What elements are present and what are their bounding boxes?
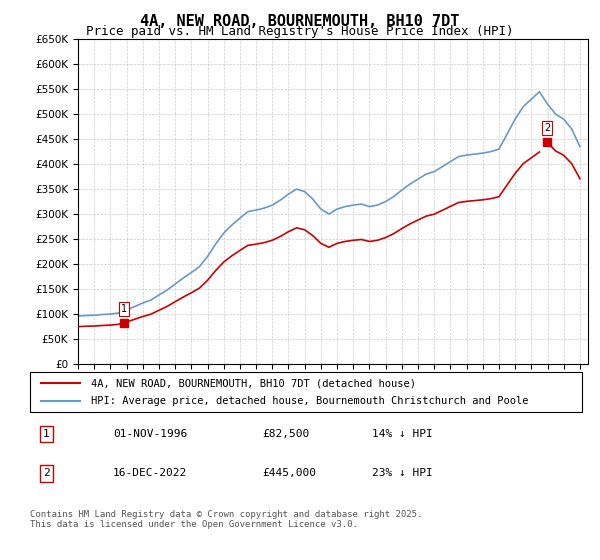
Text: £82,500: £82,500 bbox=[262, 429, 309, 439]
Text: 01-NOV-1996: 01-NOV-1996 bbox=[113, 429, 187, 439]
Text: 4A, NEW ROAD, BOURNEMOUTH, BH10 7DT: 4A, NEW ROAD, BOURNEMOUTH, BH10 7DT bbox=[140, 14, 460, 29]
Text: 23% ↓ HPI: 23% ↓ HPI bbox=[372, 468, 433, 478]
Text: 1: 1 bbox=[121, 304, 127, 314]
Text: 14% ↓ HPI: 14% ↓ HPI bbox=[372, 429, 433, 439]
Text: 4A, NEW ROAD, BOURNEMOUTH, BH10 7DT (detached house): 4A, NEW ROAD, BOURNEMOUTH, BH10 7DT (det… bbox=[91, 379, 416, 389]
Text: £445,000: £445,000 bbox=[262, 468, 316, 478]
Text: Price paid vs. HM Land Registry's House Price Index (HPI): Price paid vs. HM Land Registry's House … bbox=[86, 25, 514, 38]
Text: 2: 2 bbox=[43, 468, 50, 478]
Text: 1: 1 bbox=[43, 429, 50, 439]
Text: 16-DEC-2022: 16-DEC-2022 bbox=[113, 468, 187, 478]
Text: 2: 2 bbox=[544, 123, 550, 133]
Text: Contains HM Land Registry data © Crown copyright and database right 2025.
This d: Contains HM Land Registry data © Crown c… bbox=[30, 510, 422, 529]
FancyBboxPatch shape bbox=[30, 372, 582, 412]
Text: HPI: Average price, detached house, Bournemouth Christchurch and Poole: HPI: Average price, detached house, Bour… bbox=[91, 395, 528, 405]
